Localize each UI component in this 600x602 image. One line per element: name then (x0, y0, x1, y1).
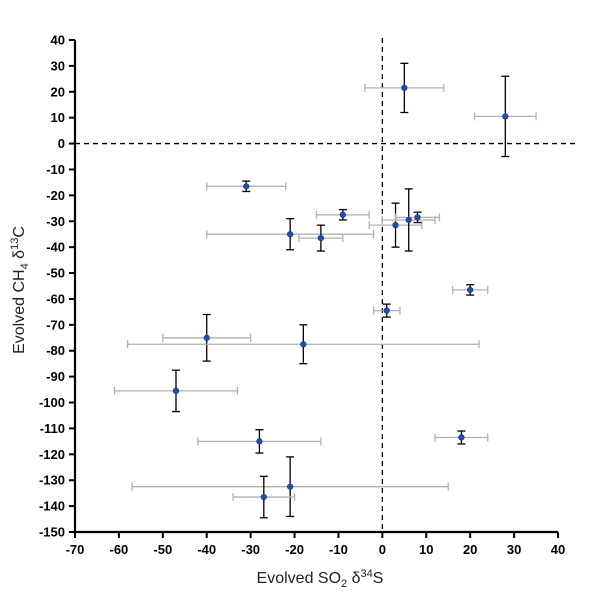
x-tick-label: -30 (241, 542, 260, 557)
y-axis-title: Evolved CH4 δ13C (9, 226, 31, 354)
axes (69, 39, 559, 538)
data-point (260, 493, 267, 501)
y-tick-label: -10 (46, 162, 65, 177)
data-point (300, 341, 307, 348)
y-tick-label: 30 (51, 58, 65, 73)
data-point (458, 434, 465, 441)
x-tick-labels: -70 -60 -50 -40 -30 -20 -10 0 10 20 30 40 (66, 542, 566, 557)
y-tick-label: -120 (39, 447, 65, 462)
data-point (256, 438, 263, 445)
y-tick-label: 0 (58, 136, 65, 151)
x-axis-title: Evolved SO2 δ34S (257, 568, 384, 590)
data-point (414, 214, 421, 221)
y-tick-label: 40 (51, 33, 65, 48)
x-axis-title-delta: δ (347, 570, 360, 587)
x-tick-label: -40 (197, 542, 216, 557)
y-axis-title-delta: δ (11, 250, 28, 263)
x-tick-label: 10 (419, 542, 433, 557)
data-point (405, 216, 412, 224)
x-tick-label: -10 (329, 542, 348, 557)
x-tick-label: 40 (551, 542, 565, 557)
data-point (243, 183, 250, 190)
y-tick-label: -130 (39, 473, 65, 488)
x-tick-label: -70 (66, 542, 85, 557)
data-point (203, 334, 210, 341)
y-tick-label: -40 (46, 240, 65, 255)
y-tick-label: -100 (39, 395, 65, 410)
y-tick-label: -30 (46, 214, 65, 229)
y-tick-label: 20 (51, 84, 65, 99)
y-tick-labels: 40 30 20 10 0 -10 -20 -30 -40 -50 -60 -70 -80 -90 -100… (39, 33, 65, 540)
x-tick-label: 0 (379, 542, 386, 557)
data-point (287, 231, 294, 238)
y-tick-label: -110 (40, 421, 65, 436)
y-tick-label: -80 (46, 343, 65, 358)
x-axis-title-prefix: Evolved SO (257, 570, 341, 587)
reference-lines (75, 38, 578, 532)
x-tick-label: -60 (110, 542, 129, 557)
x-tick-label: 30 (507, 542, 521, 557)
data-point (172, 387, 180, 394)
y-tick-label: -60 (46, 291, 65, 306)
y-tick-label: -50 (46, 266, 65, 281)
y-tick-label: -70 (46, 317, 65, 332)
y-tick-label: 10 (51, 110, 65, 125)
x-tick-label: -20 (285, 542, 304, 557)
data-markers (172, 84, 509, 501)
x-tick-label: 20 (463, 542, 477, 557)
data-point (502, 113, 509, 120)
data-point (339, 211, 346, 218)
y-axis-title-subscript: 4 (19, 263, 31, 269)
y-tick-label: -20 (46, 188, 65, 203)
y-axis-title-prefix: Evolved CH (11, 269, 28, 353)
data-point (401, 84, 408, 92)
data-point (287, 483, 294, 490)
y-tick-label: -140 (39, 499, 65, 514)
data-point (317, 234, 324, 242)
data-point (392, 222, 399, 229)
data-point (467, 286, 474, 293)
y-tick-label: -90 (46, 369, 65, 384)
x-axis-title-suffix: S (373, 570, 384, 587)
y-tick-label: -150 (39, 525, 65, 540)
y-axis-title-superscript: 13 (9, 238, 21, 250)
x-tick-label: -50 (153, 542, 172, 557)
y-axis-title-suffix: C (11, 226, 28, 238)
data-point (383, 307, 390, 314)
x-axis-title-superscript: 34 (361, 568, 373, 580)
x-axis-title-subscript: 2 (341, 578, 347, 590)
